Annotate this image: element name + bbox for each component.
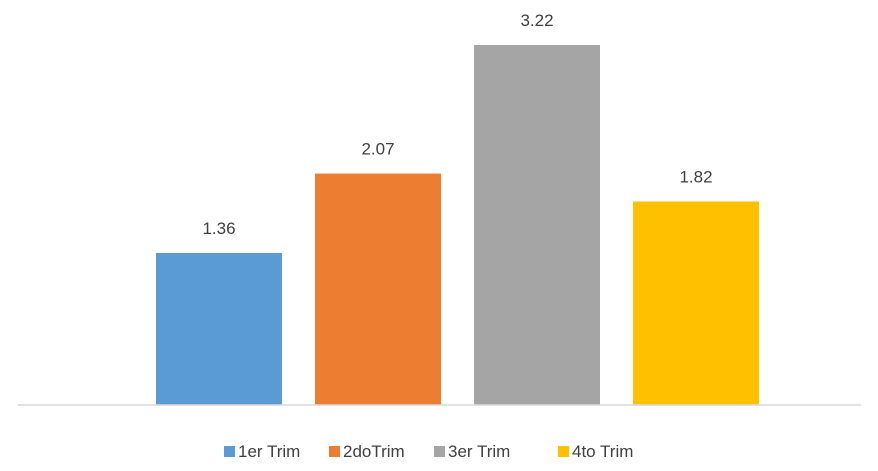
bar-3 — [474, 45, 600, 406]
legend-swatch-4 — [558, 446, 569, 457]
bar-4 — [633, 201, 759, 405]
data-label-1: 1.36 — [202, 219, 235, 238]
data-label-2: 2.07 — [361, 140, 394, 159]
legend-label-4: 4to Trim — [572, 442, 633, 461]
bars-group — [156, 45, 759, 406]
legend-swatch-2 — [329, 446, 340, 457]
legend-swatch-3 — [434, 446, 445, 457]
value-labels-group: 1.36 2.07 3.22 1.82 — [202, 11, 712, 238]
bar-1 — [156, 252, 282, 405]
legend-swatch-1 — [224, 446, 235, 457]
data-label-3: 3.22 — [520, 11, 553, 30]
data-label-4: 1.82 — [679, 168, 712, 187]
bar-2 — [315, 173, 441, 405]
legend-label-3: 3er Trim — [448, 442, 510, 461]
legend-label-1: 1er Trim — [238, 442, 300, 461]
legend-label-2: 2doTrim — [343, 442, 405, 461]
legend: 1er Trim 2doTrim 3er Trim 4to Trim — [224, 442, 633, 461]
